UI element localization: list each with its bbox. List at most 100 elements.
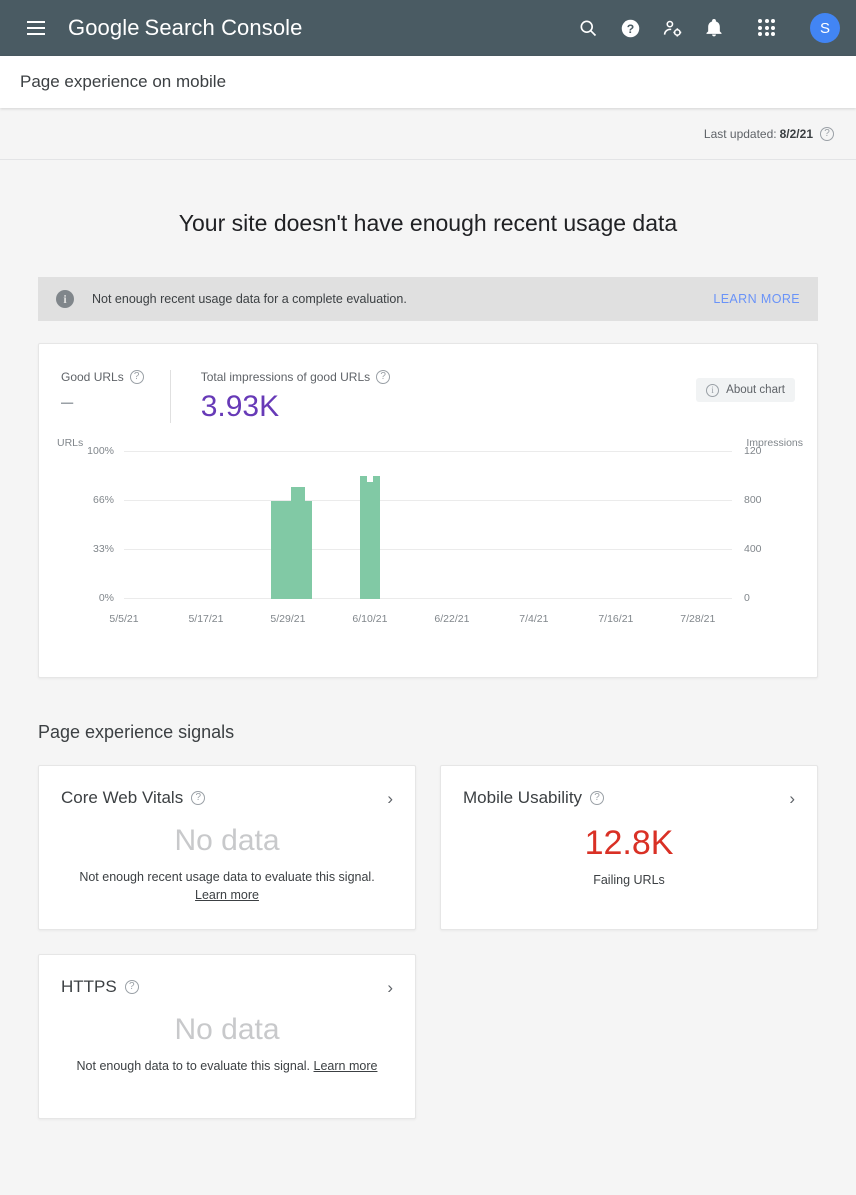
app-bar: Google Search Console ? [0, 0, 856, 56]
chevron-right-icon[interactable]: › [387, 977, 393, 997]
chart-plot: 100% 66% 33% 0% 120 800 400 0 [87, 445, 761, 604]
https-help-icon[interactable]: ? [124, 980, 139, 994]
chart-plot-area: URLs Impressions 100% 66% 33% 0% 120 800… [39, 437, 817, 637]
chevron-right-icon[interactable]: › [789, 788, 795, 808]
svg-text:?: ? [626, 21, 633, 35]
core-web-vitals-learn-more-link[interactable]: Learn more [195, 888, 259, 903]
x-axis-label-7: 7/28/21 [680, 613, 716, 625]
main-content: Your site doesn't have enough recent usa… [0, 210, 856, 1119]
notifications-bell-icon[interactable] [702, 16, 726, 40]
ytick-left-3: 0% [98, 592, 114, 604]
chart-bar [291, 486, 299, 599]
x-axis-label-6: 7/16/21 [598, 613, 634, 625]
hamburger-menu-icon[interactable] [16, 8, 56, 48]
metric-total-impressions-label-row: Total impressions of good URLs ? [201, 370, 391, 384]
chart-bars [124, 451, 732, 599]
chart-bar [304, 501, 312, 599]
signal-card-mobile-usability[interactable]: Mobile Usability ? › 12.8K Failing URLs [440, 765, 818, 930]
app-brand[interactable]: Google Search Console [68, 15, 302, 41]
chart-bar [359, 476, 367, 599]
about-chart-label: About chart [726, 384, 785, 396]
account-settings-icon[interactable] [660, 16, 684, 40]
https-description: Not enough data to to evaluate this sign… [76, 1058, 311, 1073]
chart-bar [298, 486, 306, 599]
x-axis-label-2: 5/29/21 [270, 613, 306, 625]
gridline-33 [124, 549, 732, 550]
search-icon[interactable] [576, 16, 600, 40]
signal-header: Mobile Usability ? › [463, 788, 795, 808]
https-description-block: Not enough data to to evaluate this sign… [61, 1057, 393, 1076]
metric-good-urls-label-row: Good URLs ? [61, 370, 144, 384]
x-axis-label-5: 7/4/21 [519, 613, 549, 625]
metric-good-urls-label: Good URLs [61, 370, 124, 384]
chart-bar [270, 501, 278, 599]
metric-total-impressions: Total impressions of good URLs ? 3.93K [169, 370, 416, 423]
signal-body: 12.8K Failing URLs [463, 822, 795, 887]
x-axis-label-4: 6/22/21 [434, 613, 470, 625]
ytick-left-0: 100% [87, 445, 114, 457]
core-web-vitals-help-icon[interactable]: ? [191, 791, 206, 805]
mobile-usability-help-icon[interactable]: ? [590, 791, 605, 805]
ytick-right-3: 0 [744, 592, 750, 604]
avatar[interactable]: S [810, 13, 840, 43]
last-updated-value: 8/2/21 [779, 126, 813, 141]
signal-title-core-web-vitals: Core Web Vitals [61, 788, 184, 807]
chart-bar [366, 482, 374, 599]
signals-grid: Core Web Vitals ? › No data Not enough r… [38, 765, 818, 1119]
signal-card-https[interactable]: HTTPS ? › No data Not enough data to to … [38, 954, 416, 1119]
last-updated-help-icon[interactable]: ? [820, 126, 834, 141]
mobile-usability-caption: Failing URLs [593, 872, 665, 887]
signal-header: Core Web Vitals ? › [61, 788, 393, 808]
page-title: Page experience on mobile [20, 72, 227, 91]
x-axis-label-3: 6/10/21 [352, 613, 388, 625]
gridline-0 [124, 598, 732, 599]
signal-body: No data Not enough data to to evaluate t… [61, 1011, 393, 1075]
metric-good-urls-value: – [61, 389, 74, 414]
chart-bar [277, 501, 285, 599]
metric-good-urls: Good URLs ? – [61, 370, 170, 414]
gridline-100 [124, 451, 732, 452]
chart-bar [373, 476, 381, 599]
about-chart-info-icon: i [706, 383, 720, 397]
signal-body: No data Not enough recent usage data to … [61, 822, 393, 905]
page-title-bar: Page experience on mobile [0, 56, 856, 108]
last-updated-bar: Last updated: 8/2/21 ? [0, 108, 856, 160]
signal-card-core-web-vitals[interactable]: Core Web Vitals ? › No data Not enough r… [38, 765, 416, 930]
total-impressions-help-icon[interactable]: ? [376, 370, 391, 384]
chart-x-axis-labels: 5/5/21 5/17/21 5/29/21 6/10/21 6/22/21 7/4/21… [109, 613, 732, 629]
x-axis-label-1: 5/17/21 [188, 613, 224, 625]
notice-text: Not enough recent usage data for a compl… [92, 292, 407, 306]
ytick-right-1: 800 [744, 494, 762, 506]
https-value: No data [174, 1013, 280, 1046]
app-bar-actions: ? S [576, 13, 840, 43]
signal-title-https: HTTPS [61, 977, 117, 996]
brand-product: Search Console [144, 15, 303, 40]
https-learn-more-link[interactable]: Learn more [313, 1058, 378, 1073]
ytick-right-0: 120 [744, 445, 762, 457]
left-axis-title: URLs [57, 437, 84, 449]
ytick-left-1: 66% [92, 494, 114, 506]
gridline-66 [124, 500, 732, 501]
core-web-vitals-value: No data [174, 824, 280, 857]
chevron-right-icon[interactable]: › [387, 788, 393, 808]
metric-total-impressions-value: 3.93K [200, 390, 280, 423]
ytick-left-2: 33% [92, 543, 114, 555]
about-chart-button[interactable]: i About chart [696, 378, 795, 402]
signals-section-title: Page experience signals [38, 722, 235, 742]
chart-header: Good URLs ? – Total impressions of good … [39, 344, 817, 423]
core-web-vitals-description: Not enough recent usage data to evaluate… [79, 869, 375, 884]
core-web-vitals-description-block: Not enough recent usage data to evaluate… [61, 868, 393, 906]
help-icon[interactable]: ? [618, 16, 642, 40]
apps-grid-icon[interactable] [758, 19, 776, 37]
right-axis-title: Impressions [746, 437, 803, 449]
brand-google: Google [68, 15, 140, 40]
notice-banner: i Not enough recent usage data for a com… [38, 277, 818, 321]
headline: Your site doesn't have enough recent usa… [178, 210, 678, 236]
ytick-right-2: 400 [744, 543, 762, 555]
chart-bar [284, 501, 292, 599]
learn-more-link[interactable]: LEARN MORE [713, 292, 800, 306]
good-urls-help-icon[interactable]: ? [129, 370, 144, 384]
info-icon: i [56, 290, 74, 308]
signal-header: HTTPS ? › [61, 977, 393, 997]
signal-title-mobile-usability: Mobile Usability [463, 788, 583, 807]
